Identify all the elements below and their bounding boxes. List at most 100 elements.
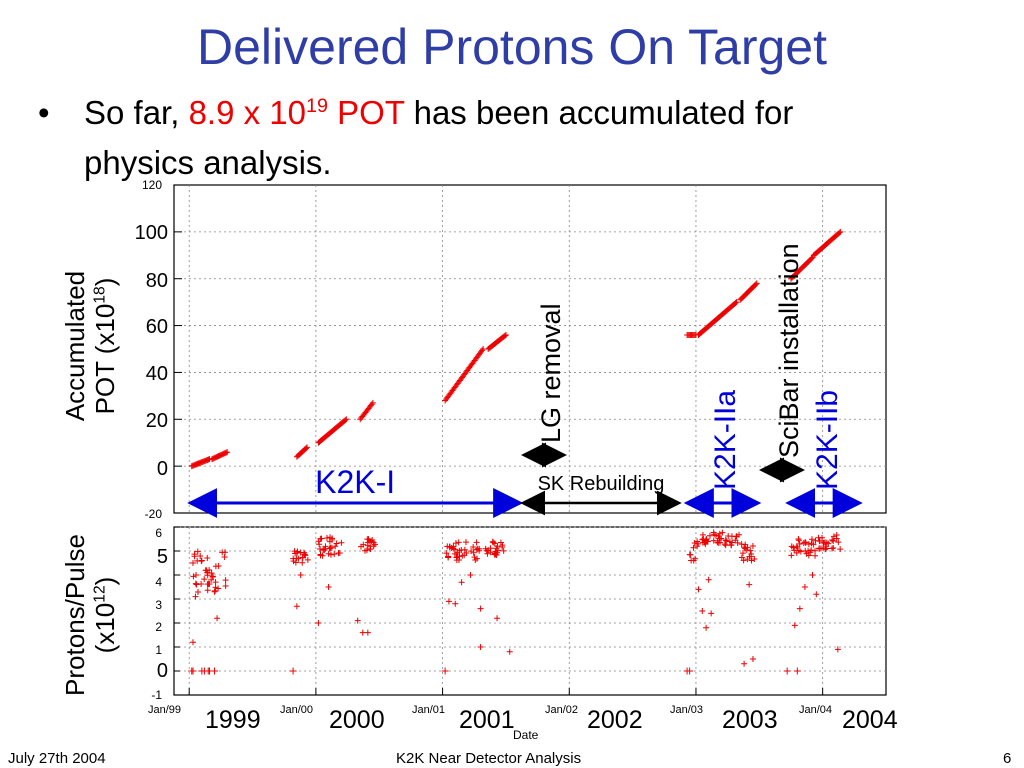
footer-page-number: 6 xyxy=(1003,750,1012,767)
ppp-point xyxy=(751,556,758,563)
ppp-point xyxy=(719,529,726,536)
ppp-point xyxy=(715,539,722,546)
ppp-point xyxy=(205,581,212,588)
ppp-outlier-point xyxy=(796,605,803,612)
ppp-outlier-point xyxy=(705,576,712,583)
pot-point xyxy=(733,299,740,306)
period-label: K2K-IIa xyxy=(709,390,742,490)
ppp-point xyxy=(482,545,489,552)
ppp-outlier-point xyxy=(354,617,361,624)
pot-point xyxy=(368,401,375,408)
ppp-point xyxy=(364,536,371,543)
bottom-ytick-1: 1 xyxy=(155,643,162,657)
pot-point xyxy=(480,346,487,352)
bottom-ytick-0: 0 xyxy=(156,660,168,682)
ppp-point xyxy=(822,546,829,553)
ppp-point xyxy=(706,532,713,539)
ppp-point xyxy=(219,549,226,556)
pot-point xyxy=(502,331,509,338)
ppp-point xyxy=(499,543,506,550)
top-ytick-60: 60 xyxy=(145,316,168,338)
ppp-point xyxy=(825,540,832,547)
bottom-ytick-4: 4 xyxy=(155,575,162,589)
ppp-outlier-point xyxy=(506,648,513,655)
annotations: SK Rebuilding K2K-I K2K-IIa K2K-IIb LG remov… xyxy=(187,243,863,518)
ppp-outlier-point xyxy=(192,593,199,600)
ppp-point xyxy=(699,536,706,543)
year-label-2000: 2000 xyxy=(329,706,385,734)
ppp-point xyxy=(500,547,507,554)
ppp-point xyxy=(193,572,200,579)
ppp-point xyxy=(325,550,332,557)
date-tick-jan02: Jan/02 xyxy=(545,704,579,716)
ppp-outlier-point xyxy=(477,644,484,650)
ppp-point xyxy=(721,541,728,548)
ppp-outlier-point xyxy=(190,560,197,566)
ppp-zero-point xyxy=(793,667,801,675)
ppp-point xyxy=(732,537,739,544)
pot-point xyxy=(501,332,508,339)
bottom-ytick-6: 6 xyxy=(155,526,162,540)
ppp-point xyxy=(204,587,211,594)
ppp-outlier-point xyxy=(494,615,501,622)
ppp-point xyxy=(796,540,803,547)
year-label-2002: 2002 xyxy=(587,706,643,734)
ppp-point xyxy=(829,545,836,552)
bullet-suffix-line2: physics analysis. xyxy=(84,144,332,181)
event-label: SciBar installation xyxy=(774,243,804,458)
period-label: K2K-I xyxy=(315,464,395,500)
top-ytick-120: 120 xyxy=(141,178,162,192)
ppp-point xyxy=(690,544,697,551)
ppp-outlier-point xyxy=(809,572,816,578)
ppp-point xyxy=(829,536,836,543)
top-ytick-100: 100 xyxy=(134,222,168,244)
pot-point xyxy=(836,229,843,236)
ppp-point xyxy=(490,539,497,546)
bullet-dot: • xyxy=(38,94,50,131)
ppp-outlier-point xyxy=(202,567,209,574)
ppp-point xyxy=(335,550,342,557)
ppp-point xyxy=(691,540,698,547)
ppp-point xyxy=(728,541,735,548)
ppp-point xyxy=(332,543,339,550)
top-ytick-neg20: -20 xyxy=(144,507,162,521)
pot-point xyxy=(837,228,844,235)
date-tick-jan01: Jan/01 xyxy=(412,704,446,716)
ppp-point xyxy=(194,589,201,596)
ppp-outlier-point xyxy=(214,615,221,622)
ppp-point xyxy=(741,544,748,551)
ppp-outlier-point xyxy=(445,598,452,605)
bullet-text: So far, 8.9 x 1019 POT has been accumula… xyxy=(84,88,984,188)
ppp-point xyxy=(715,533,722,540)
ppp-point xyxy=(318,535,325,542)
ppp-point xyxy=(688,557,695,564)
pot-point xyxy=(342,417,349,424)
ppp-point xyxy=(795,547,802,554)
ppp-zero-point xyxy=(686,667,694,675)
ppp-point xyxy=(820,539,827,546)
ppp-point xyxy=(837,546,844,553)
ppp-point xyxy=(739,550,746,557)
ppp-point xyxy=(812,547,819,554)
ppp-point xyxy=(816,537,823,544)
ppp-outlier-point xyxy=(703,624,710,631)
ppp-point xyxy=(197,553,204,560)
top-ytick-80: 80 xyxy=(145,270,168,292)
ppp-point xyxy=(470,549,477,556)
ppp-point xyxy=(300,549,307,556)
ppp-point xyxy=(333,540,340,547)
ppp-zero-point xyxy=(189,667,197,675)
ppp-outlier-point xyxy=(359,629,366,636)
ppp-outlier-point xyxy=(813,591,820,598)
ppp-point xyxy=(316,541,323,548)
ppp-point xyxy=(453,551,460,558)
pot-point xyxy=(224,449,231,456)
pot-point xyxy=(303,445,310,452)
ppp-point xyxy=(748,557,755,564)
ppp-point xyxy=(194,548,201,555)
ppp-point xyxy=(476,545,483,552)
ppp-zero-point xyxy=(441,667,449,675)
ppp-point xyxy=(452,540,459,547)
x-axis-label: Date xyxy=(513,728,539,742)
event-label: LG removal xyxy=(536,303,566,443)
